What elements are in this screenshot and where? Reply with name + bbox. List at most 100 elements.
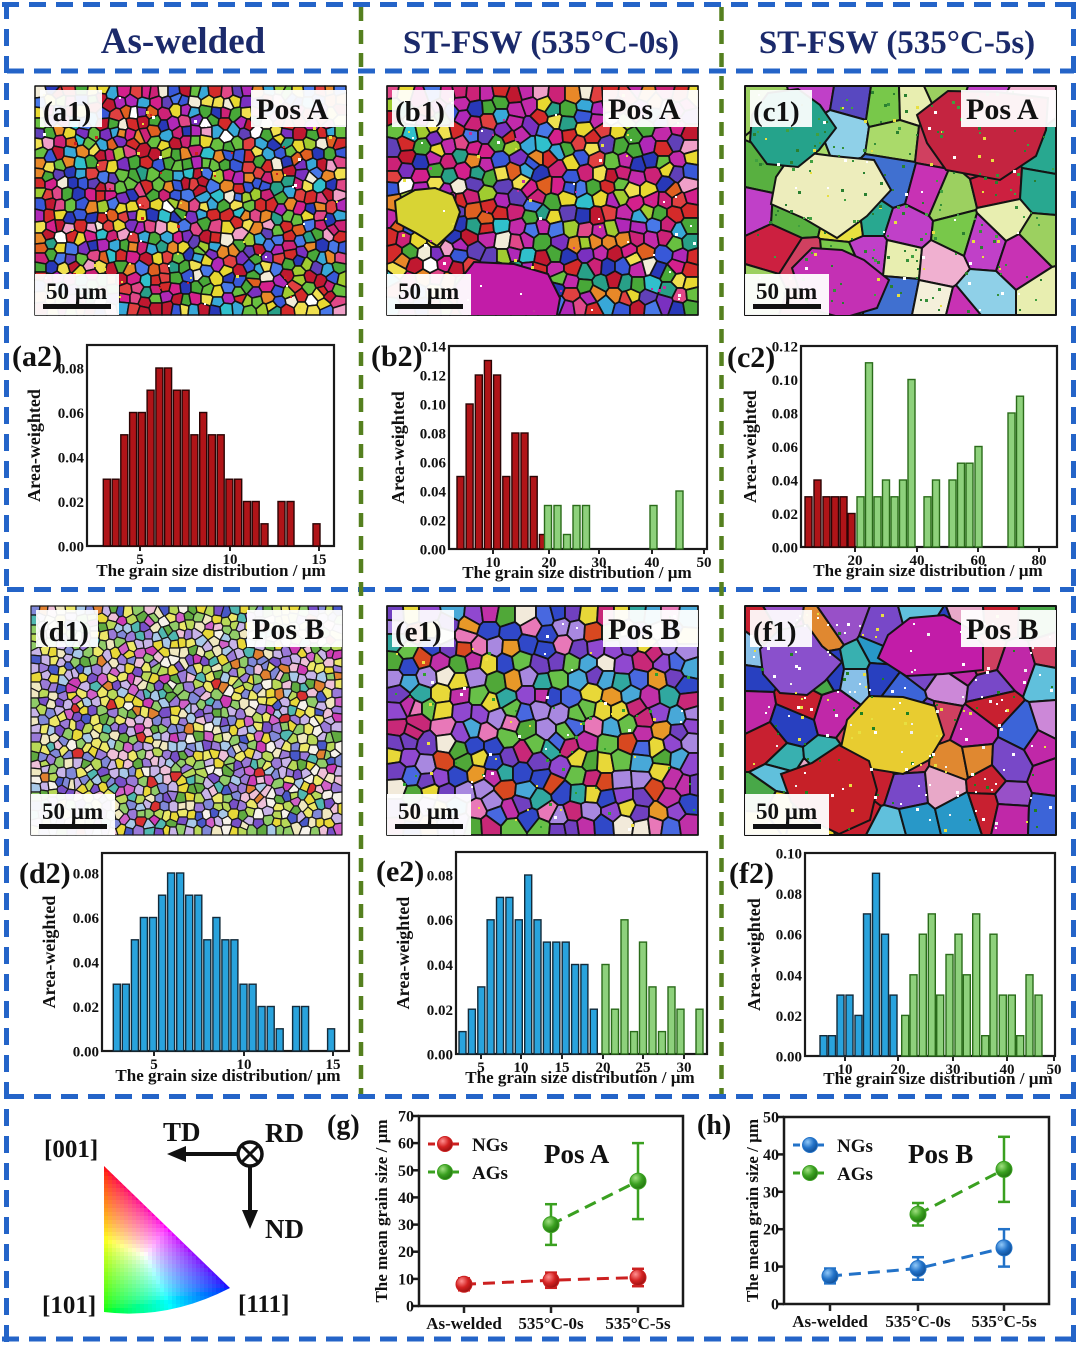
svg-text:(b1): (b1) [395,96,445,128]
svg-text:AGs: AGs [837,1164,873,1185]
svg-text:10: 10 [398,1271,414,1288]
svg-text:(e2): (e2) [376,855,424,888]
svg-text:The grain size distribution/ µ: The grain size distribution/ µm [115,1066,340,1085]
svg-text:(e1): (e1) [395,616,442,648]
svg-text:20: 20 [542,555,557,571]
svg-text:50 µm: 50 µm [42,799,103,824]
svg-text:Pos B: Pos B [608,613,681,646]
svg-text:0.08: 0.08 [420,427,446,443]
svg-text:50 µm: 50 µm [398,279,459,304]
svg-text:50 µm: 50 µm [756,799,817,824]
svg-text:10: 10 [223,552,238,568]
svg-text:5: 5 [136,552,144,568]
svg-text:10: 10 [763,1259,779,1276]
svg-text:Pos B: Pos B [908,1139,973,1169]
svg-text:0.02: 0.02 [420,514,446,530]
svg-text:0: 0 [771,1297,779,1314]
svg-text:[001]: [001] [44,1136,98,1163]
svg-text:5: 5 [477,1060,485,1076]
svg-text:ST-FSW (535°C-5s): ST-FSW (535°C-5s) [759,25,1035,61]
svg-text:Area-weighted: Area-weighted [744,898,764,1011]
svg-text:10: 10 [486,555,501,571]
svg-text:40: 40 [763,1147,779,1164]
svg-text:Area-weighted: Area-weighted [740,390,760,503]
svg-text:(f1): (f1) [753,616,796,648]
svg-text:0.08: 0.08 [776,887,802,903]
svg-text:25: 25 [636,1060,651,1076]
svg-text:As-welded: As-welded [426,1314,502,1333]
svg-text:30: 30 [398,1217,414,1234]
svg-text:(a1): (a1) [43,96,91,128]
svg-text:0.04: 0.04 [776,968,803,984]
svg-text:0.04: 0.04 [420,485,447,501]
svg-text:(b2): (b2) [371,340,423,373]
svg-text:20: 20 [848,553,863,569]
svg-text:The grain size distribution /: The grain size distribution / µm [823,1069,1052,1088]
svg-text:NGs: NGs [837,1136,873,1157]
svg-text:The mean grain size / µm: The mean grain size / µm [372,1119,391,1302]
svg-text:70: 70 [398,1109,414,1126]
svg-text:0.02: 0.02 [73,1000,99,1016]
svg-text:0.02: 0.02 [427,1003,453,1019]
svg-text:(a2): (a2) [12,340,62,373]
svg-text:0.12: 0.12 [772,340,798,356]
svg-text:535°C-5s: 535°C-5s [971,1312,1037,1331]
svg-text:0: 0 [406,1299,414,1316]
svg-text:50: 50 [398,1163,414,1180]
svg-text:ST-FSW (535°C-0s): ST-FSW (535°C-0s) [403,25,679,61]
svg-text:50: 50 [763,1110,779,1127]
svg-text:(g): (g) [327,1110,360,1141]
svg-text:10: 10 [514,1060,529,1076]
svg-text:0.10: 0.10 [772,373,798,389]
svg-text:0.10: 0.10 [776,847,802,863]
svg-text:Area-weighted: Area-weighted [39,896,59,1009]
svg-text:0.02: 0.02 [58,495,84,511]
svg-text:5: 5 [150,1057,158,1073]
svg-text:[111]: [111] [238,1291,289,1318]
svg-text:Pos B: Pos B [252,613,325,646]
svg-text:(d2): (d2) [19,857,71,890]
svg-text:Pos B: Pos B [966,613,1039,646]
svg-text:30: 30 [677,1060,692,1076]
svg-text:30: 30 [946,1062,961,1078]
svg-text:Area-weighted: Area-weighted [24,389,44,502]
svg-text:20: 20 [596,1060,611,1076]
svg-text:10: 10 [838,1062,853,1078]
svg-text:The mean grain size / µm: The mean grain size / µm [743,1119,762,1302]
svg-text:50: 50 [697,555,712,571]
svg-text:0.08: 0.08 [58,362,84,378]
svg-text:NGs: NGs [472,1135,508,1156]
svg-text:535°C-0s: 535°C-0s [885,1312,951,1331]
svg-text:(f2): (f2) [729,857,774,890]
svg-text:0.06: 0.06 [58,406,85,422]
svg-text:30: 30 [763,1184,779,1201]
svg-text:0.00: 0.00 [427,1048,453,1064]
svg-text:60: 60 [971,553,986,569]
svg-text:0.06: 0.06 [776,928,803,944]
svg-text:[101]: [101] [42,1292,96,1319]
svg-text:0.00: 0.00 [420,543,446,559]
svg-text:0.02: 0.02 [772,507,798,523]
svg-text:50 µm: 50 µm [756,279,817,304]
svg-text:15: 15 [326,1057,341,1073]
svg-text:30: 30 [592,555,607,571]
svg-text:RD: RD [265,1118,304,1148]
svg-text:(c2): (c2) [727,341,775,374]
svg-text:80: 80 [1032,553,1047,569]
svg-text:0.08: 0.08 [427,869,453,885]
svg-text:AGs: AGs [472,1163,508,1184]
svg-text:50 µm: 50 µm [398,799,459,824]
svg-text:20: 20 [891,1062,906,1078]
svg-text:Area-weighted: Area-weighted [393,897,413,1010]
svg-text:50: 50 [1047,1062,1062,1078]
svg-text:The grain size distribution /: The grain size distribution / µm [465,1068,694,1087]
svg-text:0.04: 0.04 [73,956,100,972]
svg-text:The grain size distribution /: The grain size distribution / µm [813,561,1042,580]
svg-text:60: 60 [398,1136,414,1153]
svg-text:40: 40 [645,555,660,571]
svg-text:(h): (h) [697,1110,731,1141]
svg-text:Pos A: Pos A [256,93,329,126]
svg-text:ND: ND [265,1214,304,1244]
svg-text:50 µm: 50 µm [46,279,107,304]
svg-text:As-welded: As-welded [101,21,266,62]
